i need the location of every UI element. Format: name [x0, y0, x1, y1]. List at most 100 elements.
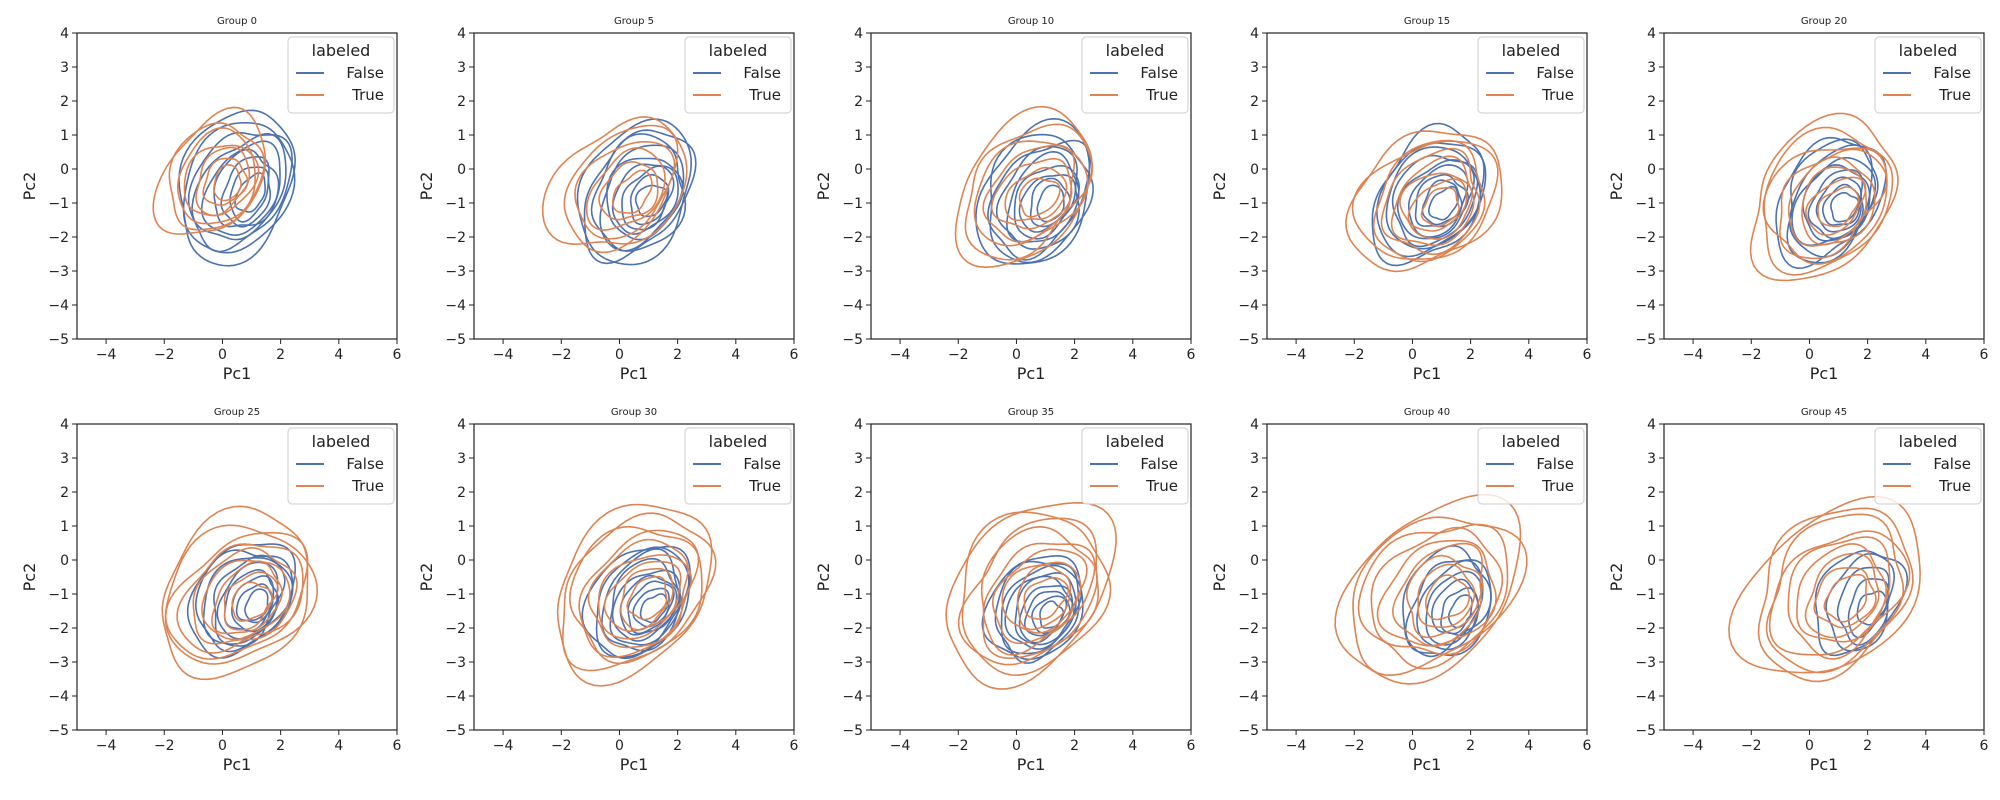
- contour-true-level-5: [176, 543, 304, 654]
- panel-title: Group 0: [217, 16, 257, 27]
- contour-false-level-3: [1825, 553, 1896, 652]
- y-tick-label: −1: [48, 587, 69, 603]
- x-tick-label: −2: [948, 738, 969, 754]
- y-tick-label: −1: [1238, 587, 1259, 603]
- contour-false-level-6: [987, 139, 1092, 261]
- contour-true-level-1: [1016, 564, 1072, 631]
- x-tick-label: 6: [1187, 347, 1196, 363]
- y-tick-label: 3: [1647, 60, 1656, 76]
- x-axis-label: Pc1: [1017, 755, 1046, 774]
- contour-true-level-0: [1420, 187, 1460, 228]
- contour-true-level-4: [176, 127, 256, 225]
- contour-true-level-6: [1763, 126, 1894, 276]
- contour-true-level-5: [1370, 526, 1504, 656]
- contour-true-level-3: [201, 559, 291, 641]
- legend: labeled False True: [1477, 36, 1585, 114]
- y-tick-label: −4: [1238, 298, 1259, 314]
- x-tick-label: −2: [154, 347, 175, 363]
- x-tick-label: 6: [1980, 738, 1989, 754]
- legend: labeled False True: [1477, 427, 1585, 505]
- contour-false-level-2: [1815, 176, 1862, 233]
- x-tick-label: 0: [218, 738, 227, 754]
- y-tick-label: 1: [457, 519, 466, 535]
- x-tick-label: 4: [1921, 347, 1930, 363]
- y-tick-label: 4: [457, 26, 466, 42]
- y-tick-label: 4: [1647, 417, 1656, 433]
- contour-true-level-5: [168, 122, 266, 231]
- x-axis-label: Pc1: [1413, 364, 1442, 383]
- contour-layer: [1749, 112, 1899, 282]
- y-tick-label: −1: [1635, 196, 1656, 212]
- x-tick-label: 0: [1012, 738, 1021, 754]
- y-tick-label: −4: [445, 689, 466, 705]
- y-tick-label: 3: [457, 451, 466, 467]
- contour-true-level-0: [1817, 186, 1860, 228]
- y-tick-label: −2: [842, 230, 863, 246]
- contour-true-level-8: [556, 503, 713, 687]
- panel-group-2: Group 10 −4 −2 0 2 4 6 −5 −4 −3 −2 −1 0 1 2 3 4 Pc1 Pc2 lab…: [814, 16, 1196, 383]
- legend-title: labeled: [1106, 432, 1165, 451]
- x-tick-label: 4: [731, 347, 740, 363]
- y-tick-label: 3: [60, 451, 69, 467]
- contour-false-level-4: [1006, 150, 1080, 243]
- y-axis-label: Pc2: [814, 563, 833, 592]
- contour-true-level-3: [597, 554, 692, 640]
- contour-false-level-8: [1775, 136, 1887, 270]
- y-tick-label: −4: [445, 298, 466, 314]
- y-tick-label: 4: [457, 417, 466, 433]
- contour-layer: [945, 501, 1117, 690]
- y-tick-label: 0: [60, 162, 69, 178]
- legend-label-true: True: [748, 477, 781, 495]
- x-tick-label: 4: [334, 347, 343, 363]
- x-tick-label: −2: [948, 347, 969, 363]
- y-tick-label: 1: [457, 128, 466, 144]
- y-tick-label: 4: [854, 417, 863, 433]
- legend-label-true: True: [1145, 477, 1178, 495]
- x-tick-label: 6: [1583, 347, 1592, 363]
- contour-false-level-1: [629, 173, 670, 226]
- y-tick-label: 2: [60, 94, 69, 110]
- contour-true-level-1: [1407, 178, 1468, 232]
- contour-true-level-1: [598, 160, 659, 221]
- contour-false-level-4: [200, 140, 281, 237]
- y-tick-label: 4: [1647, 26, 1656, 42]
- contour-true-level-4: [1779, 148, 1888, 260]
- y-tick-label: 3: [60, 60, 69, 76]
- contour-layer: [1334, 493, 1528, 685]
- y-tick-label: 2: [1647, 485, 1656, 501]
- y-tick-label: −2: [1238, 621, 1259, 637]
- y-tick-label: 4: [60, 26, 69, 42]
- contour-false-level-6: [202, 557, 294, 645]
- legend-label-false: False: [1933, 455, 1971, 473]
- axes-frame: [1266, 423, 1588, 731]
- y-axis-label: Pc2: [1607, 172, 1626, 201]
- legend-title: labeled: [312, 41, 371, 60]
- legend-label-false: False: [1140, 64, 1178, 82]
- panel-title: Group 30: [611, 407, 657, 418]
- y-tick-label: −5: [1635, 723, 1656, 739]
- y-tick-label: −3: [48, 264, 69, 280]
- x-tick-label: 0: [1012, 347, 1021, 363]
- x-axis-label: Pc1: [1413, 755, 1442, 774]
- y-tick-label: 2: [457, 485, 466, 501]
- x-tick-label: 4: [334, 738, 343, 754]
- contour-false-level-8: [576, 118, 693, 266]
- y-tick-label: 3: [1250, 60, 1259, 76]
- y-tick-label: 3: [854, 60, 863, 76]
- y-tick-label: 0: [1647, 553, 1656, 569]
- y-axis-label: Pc2: [20, 172, 39, 201]
- y-tick-label: −1: [842, 587, 863, 603]
- contour-false-level-0: [244, 588, 269, 621]
- contour-false-level-1: [1847, 578, 1890, 639]
- axes-frame: [1266, 32, 1588, 340]
- y-tick-label: −2: [48, 230, 69, 246]
- contour-true-level-1: [1805, 176, 1867, 236]
- contour-false-level-8: [178, 109, 297, 267]
- contour-true-level-5: [541, 116, 688, 246]
- axes-frame: [473, 32, 795, 340]
- panel-group-4: Group 20 −4 −2 0 2 4 6 −5 −4 −3 −2 −1 0 1 2 3 4 Pc1 Pc2 lab…: [1607, 16, 1989, 383]
- contour-true-level-3: [992, 548, 1088, 645]
- y-tick-label: −3: [1238, 655, 1259, 671]
- y-axis-label: Pc2: [417, 563, 436, 592]
- contour-true-level-2: [585, 147, 666, 231]
